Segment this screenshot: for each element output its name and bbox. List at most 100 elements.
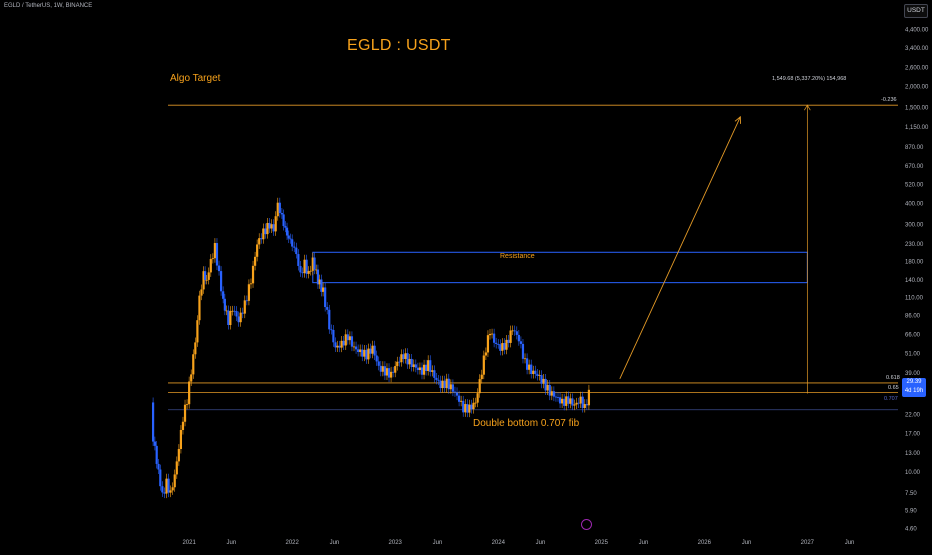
- candle-body: [464, 404, 467, 413]
- candle-body: [422, 364, 426, 375]
- candle-body: [169, 490, 172, 493]
- candle-body: [410, 358, 413, 368]
- candle-body: [311, 257, 314, 271]
- price-tick-label: 10.00: [905, 470, 921, 476]
- candle-body: [225, 310, 228, 312]
- candle-body: [165, 478, 168, 494]
- price-tick-label: 670.00: [905, 164, 924, 170]
- price-tick-label: 4.60: [905, 526, 917, 532]
- candle-body: [285, 227, 289, 236]
- candle-body: [445, 378, 448, 389]
- resistance-box: [312, 251, 808, 284]
- projection-arrowhead: [734, 115, 741, 124]
- price-tick-label: 13.00: [905, 451, 921, 457]
- candle-body: [437, 379, 440, 381]
- candle-body: [433, 370, 436, 378]
- time-tick-label: 2023: [389, 540, 403, 546]
- chart-title: EGLD : USDT: [347, 37, 451, 54]
- price-tick-label: 17.00: [905, 431, 921, 437]
- tradingview-logo-icon[interactable]: [581, 519, 592, 530]
- candle-body: [159, 469, 162, 487]
- candle-body: [476, 393, 479, 403]
- price-tick-label: 1,500.00: [905, 106, 929, 112]
- candle-body: [507, 339, 510, 343]
- candle-body: [198, 295, 201, 321]
- candle-body: [340, 340, 343, 348]
- candle-body: [556, 397, 560, 399]
- candle-body: [503, 343, 506, 350]
- candle-body: [276, 202, 279, 217]
- time-tick-label: Jun: [433, 540, 443, 546]
- candle-body: [297, 254, 300, 266]
- candle-body: [455, 392, 459, 396]
- price-tick-label: 400.00: [905, 202, 924, 208]
- candle-body: [316, 269, 320, 285]
- candle-body: [229, 310, 232, 326]
- candle-body: [188, 381, 191, 405]
- candle-body: [161, 486, 164, 493]
- candle-body: [523, 358, 527, 360]
- candle-body: [192, 354, 195, 375]
- candle-body: [546, 384, 549, 391]
- candle-body: [211, 258, 214, 260]
- candle-body: [346, 334, 349, 341]
- candle-body: [365, 349, 368, 360]
- candle-body: [406, 353, 409, 365]
- price-axis: 4.605.907.5010.0013.0017.0022.0029.0039.…: [905, 27, 929, 532]
- candle-body: [573, 404, 576, 406]
- time-axis: 2021 Jun 2022 Jun 2023 Jun 2024 Jun 2025 Jun 2026 J…: [182, 540, 854, 546]
- candle-body: [486, 335, 490, 353]
- price-tick-label: 300.00: [905, 223, 924, 229]
- price-tick-label: 3,400.00: [905, 46, 929, 52]
- candle-body: [151, 402, 155, 442]
- time-tick-label: 2026: [698, 540, 712, 546]
- candle-body: [315, 269, 318, 271]
- candle-body: [179, 429, 183, 450]
- measure-label: 1,549.68 (5,337.20%) 154,968: [772, 76, 847, 82]
- candle-body: [534, 370, 537, 374]
- time-tick-label: 2025: [595, 540, 609, 546]
- candle-body: [163, 492, 166, 494]
- candle-body: [441, 380, 444, 389]
- candle-body: [157, 463, 160, 470]
- candle-body: [338, 345, 341, 348]
- candle-body: [153, 441, 156, 446]
- candle-body: [223, 298, 226, 311]
- candle-body: [472, 402, 475, 410]
- candle-body: [227, 310, 230, 326]
- measure-arrowhead: [804, 104, 811, 111]
- candle-body: [258, 238, 261, 245]
- candle-body: [204, 271, 207, 280]
- candle-body: [342, 340, 345, 346]
- candle-body: [173, 474, 176, 488]
- candle-body: [359, 349, 362, 353]
- candle-body: [272, 224, 275, 232]
- time-tick-label: 2021: [182, 540, 196, 546]
- candle-body: [536, 373, 539, 376]
- candle-body: [369, 348, 372, 354]
- candle-body: [575, 402, 578, 405]
- candle-body: [301, 272, 304, 274]
- candle-body: [287, 235, 290, 239]
- candle-body: [538, 375, 541, 376]
- currency-button[interactable]: USDT: [904, 4, 928, 18]
- double-bottom-label: Double bottom 0.707 fib: [473, 418, 580, 429]
- candle-body: [167, 478, 170, 493]
- candle-body: [324, 287, 327, 308]
- candle-body: [260, 238, 263, 240]
- candle-body: [375, 355, 378, 362]
- time-tick-label: 2024: [492, 540, 506, 546]
- candle-body: [400, 354, 403, 363]
- candle-body: [194, 342, 197, 355]
- candle-body: [517, 334, 520, 342]
- candle-body: [284, 226, 287, 228]
- candle-body: [561, 398, 564, 404]
- candle-body: [447, 378, 450, 390]
- candle-body: [190, 374, 193, 382]
- candle-body: [295, 247, 298, 255]
- price-tick-label: 51.00: [905, 351, 921, 357]
- candle-body: [474, 402, 477, 404]
- candle-body: [525, 358, 529, 370]
